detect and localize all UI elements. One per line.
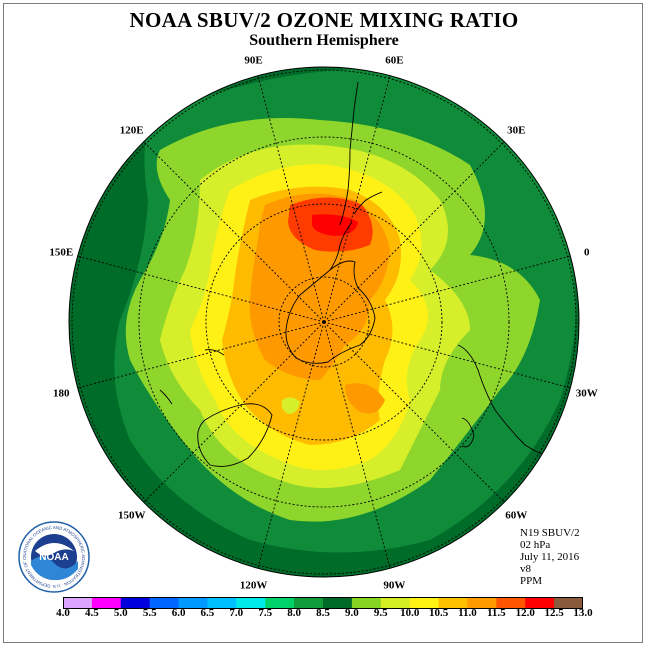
meridian-line [323,75,391,323]
longitude-label: 30W [576,387,598,399]
colorbar-tick-label: 6.5 [200,607,215,619]
meridian-line [77,255,325,323]
map-title: NOAA SBUV/2 OZONE MIXING RATIO [129,8,519,32]
colorbar-tick-label: 4.5 [85,607,99,619]
colorbar-swatch [438,597,468,609]
longitude-label: 30E [507,125,525,137]
colorbar-swatch [554,597,583,609]
meridian-line [323,141,505,323]
info-date: July 11, 2016 [520,551,580,563]
meridian-line [323,321,505,503]
meridian-line [257,75,325,323]
latitude-circle [278,276,370,368]
colorbar-swatch [380,597,411,609]
colorbar-swatch [323,597,353,609]
colorbar-tick-label: 9.5 [373,607,388,619]
info-units: PPM [520,575,543,587]
info-pressure: 02 hPa [520,539,551,551]
colorbar-tick-label: 7.0 [229,607,244,619]
longitude-label: 180 [53,387,70,399]
colorbar-swatch [207,597,237,609]
map-subtitle: Southern Hemisphere [249,32,399,49]
latitude-circle [205,203,443,441]
colorbar-tick-label: 12.5 [544,607,564,619]
africa-coastline [457,344,561,461]
antarctic-peninsula [329,221,353,271]
colorbar-swatch [91,597,122,609]
colorbar-tick-label: 10.5 [428,607,449,619]
colorbar-swatch [120,597,151,609]
map-boundary [68,66,580,578]
new-zealand-coastline [159,349,225,405]
colorbar-tick-label: 8.0 [287,607,301,619]
meridian-line [143,141,325,323]
info-satellite: N19 SBUV/2 [520,527,580,539]
longitude-labels: 90W 60W 30W 0 30E 60E 90E 120E 150E 180 150W 120W [49,54,597,591]
colorbar-swatch [496,597,526,609]
meridian-line [257,321,325,569]
longitude-label: 90E [244,54,262,66]
field-level-10.0 [281,397,300,414]
info-version: v8 [520,563,531,575]
longitude-label: 120W [240,580,268,592]
colorbar-swatch [351,597,382,609]
colorbar-swatch [409,597,440,609]
longitude-label: 60E [385,54,403,66]
info-block: N19 SBUV/2 02 hPa July 11, 2016 v8 PPM [520,527,580,587]
continents [159,81,561,467]
colorbar-tick-label: 13.0 [573,607,593,619]
meridian-line [77,321,325,389]
field-level-11.5 [345,383,385,414]
colorbar-swatch [236,597,266,609]
meridian-line [323,255,571,323]
graticule [71,69,577,575]
colorbar-swatch [178,597,208,609]
colorbar-tick-label: 5.5 [142,607,157,619]
colorbar-swatch [149,597,180,609]
australia-coastline [197,403,273,467]
meridian-line [143,321,325,503]
colorbar-border [63,597,583,609]
antarctica-coastline [285,260,376,364]
longitude-label: 0 [584,247,590,259]
colorbar-tick-label: 11.5 [486,607,506,619]
colorbar-tick-label: 6.0 [171,607,186,619]
colorbar [63,597,583,609]
longitude-label: 150W [118,509,146,521]
colorbar-tick-label: 11.0 [458,607,477,619]
colorbar-tick-label: 7.5 [258,607,273,619]
longitude-label: 150E [49,247,73,259]
colorbar-tick-label: 4.0 [56,607,70,619]
longitude-label: 60W [505,509,527,521]
colorbar-labels: 4.0 4.5 5.0 5.5 6.0 6.5 7.0 7.5 8.0 8.5 9.0 9.5 10.0… [0,607,648,621]
colorbar-tick-label: 8.5 [316,607,330,619]
meridian-line [323,321,391,569]
longitude-label: 90W [383,580,405,592]
meridian-line [323,321,571,389]
colorbar-tick-label: 9.0 [345,607,359,619]
colorbar-tick-label: 12.0 [515,607,535,619]
noaa-logo: NOAA NATIONAL OCEANIC AND ATMOSPHERIC AD… [16,517,90,593]
latitude-circle [138,136,510,508]
colorbar-swatch [265,597,295,609]
colorbar-swatch [525,597,555,609]
plot-frame [3,3,643,643]
colorbar-tick-label: 10.0 [400,607,420,619]
noaa-logo-graphic: NOAA NATIONAL OCEANIC AND ATMOSPHERIC AD… [16,517,90,593]
colorbar-swatch [467,597,497,609]
longitude-label: 120E [120,125,144,137]
colorbar-swatch [294,597,324,609]
colorbar-tick-label: 5.0 [113,607,128,619]
noaa-logo-text: NOAA [39,552,68,563]
latitude-circle [71,69,577,575]
madagascar-coastline [461,417,475,448]
colorbar-swatch [63,597,93,609]
